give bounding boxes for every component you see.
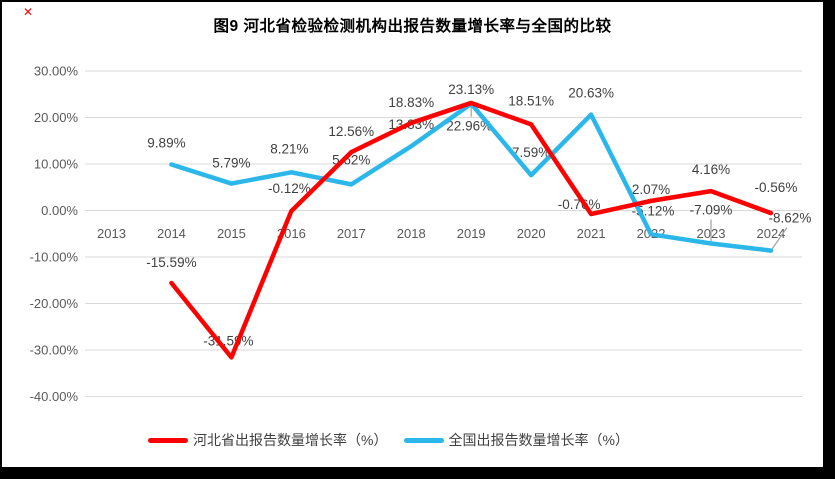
legend-label-hebei: 河北省出报告数量增长率（%）	[193, 432, 388, 448]
legend: 河北省出报告数量增长率（%） 全国出报告数量增长率（%）	[2, 430, 775, 450]
data-label-national: 9.89%	[147, 136, 185, 151]
x-tick-label: 2024	[756, 226, 785, 241]
legend-item-hebei: 河北省出报告数量增长率（%）	[148, 430, 388, 450]
data-label-national: 20.63%	[568, 86, 614, 101]
x-tick-label: 2020	[517, 226, 546, 241]
legend-line-swatch-hebei	[148, 437, 189, 443]
data-label-hebei: -0.12%	[268, 181, 311, 196]
legend-label-national: 全国出报告数量增长率（%）	[448, 432, 629, 448]
x-tick-label: 2018	[397, 226, 426, 241]
x-tick-label: 2017	[337, 226, 366, 241]
data-label-national: 8.21%	[270, 141, 308, 156]
red-x-mark: ✕	[23, 5, 34, 19]
chart-title: 图9 河北省检验检测机构出报告数量增长率与全国的比较	[213, 18, 612, 35]
y-tick-label: -10.00%	[30, 250, 79, 265]
data-label-hebei: -31.59%	[203, 333, 253, 348]
x-tick-label: 2014	[157, 226, 186, 241]
data-label-hebei: 2.07%	[632, 182, 670, 197]
data-label-hebei: 23.13%	[448, 82, 494, 97]
data-label-hebei: 18.83%	[388, 95, 434, 110]
x-tick-label: 2019	[457, 226, 486, 241]
series-line-hebei	[169, 100, 774, 360]
y-tick-label: -30.00%	[30, 343, 79, 358]
label-leader-line	[770, 227, 788, 251]
y-tick-label: 0.00%	[41, 203, 78, 218]
data-label-national: 5.79%	[212, 156, 250, 171]
legend-item-national: 全国出报告数量增长率（%）	[403, 430, 629, 450]
data-label-national: 22.96%	[446, 119, 492, 134]
x-tick-label: 2021	[577, 226, 606, 241]
y-tick-label: -20.00%	[30, 296, 79, 311]
x-tick-label: 2013	[97, 226, 126, 241]
y-tick-label: 30.00%	[34, 64, 79, 79]
y-tick-label: -40.00%	[30, 389, 79, 404]
hebei-line	[169, 100, 774, 360]
data-label-hebei: 4.16%	[692, 162, 730, 177]
data-label-hebei: -15.59%	[146, 255, 196, 270]
data-label-national: 7.59%	[512, 145, 550, 160]
data-label-hebei: -0.56%	[755, 180, 798, 195]
y-tick-label: 20.00%	[34, 110, 79, 125]
chart-canvas	[2, 2, 823, 467]
data-label-national: -8.62%	[769, 211, 812, 226]
legend-line-swatch-national	[403, 437, 444, 443]
gridlines	[85, 70, 802, 397]
data-label-hebei: 18.51%	[508, 93, 554, 108]
y-axis-labels: 30.00% 20.00% 10.00% 0.00% -10.00% -20.00% -30…	[30, 64, 79, 405]
data-label-hebei: 12.56%	[328, 124, 374, 139]
data-label-national: -7.09%	[690, 202, 733, 217]
x-tick-label: 2015	[217, 226, 246, 241]
x-axis-labels: 2013 2014 2015 2016 2017 2018 2019 2020 2021 2022…	[97, 226, 785, 241]
data-labels-hebei: -15.59% -31.59% -0.12% 12.56% 18.83% 23.13% 18…	[146, 82, 797, 348]
y-tick-label: 10.00%	[34, 157, 79, 172]
